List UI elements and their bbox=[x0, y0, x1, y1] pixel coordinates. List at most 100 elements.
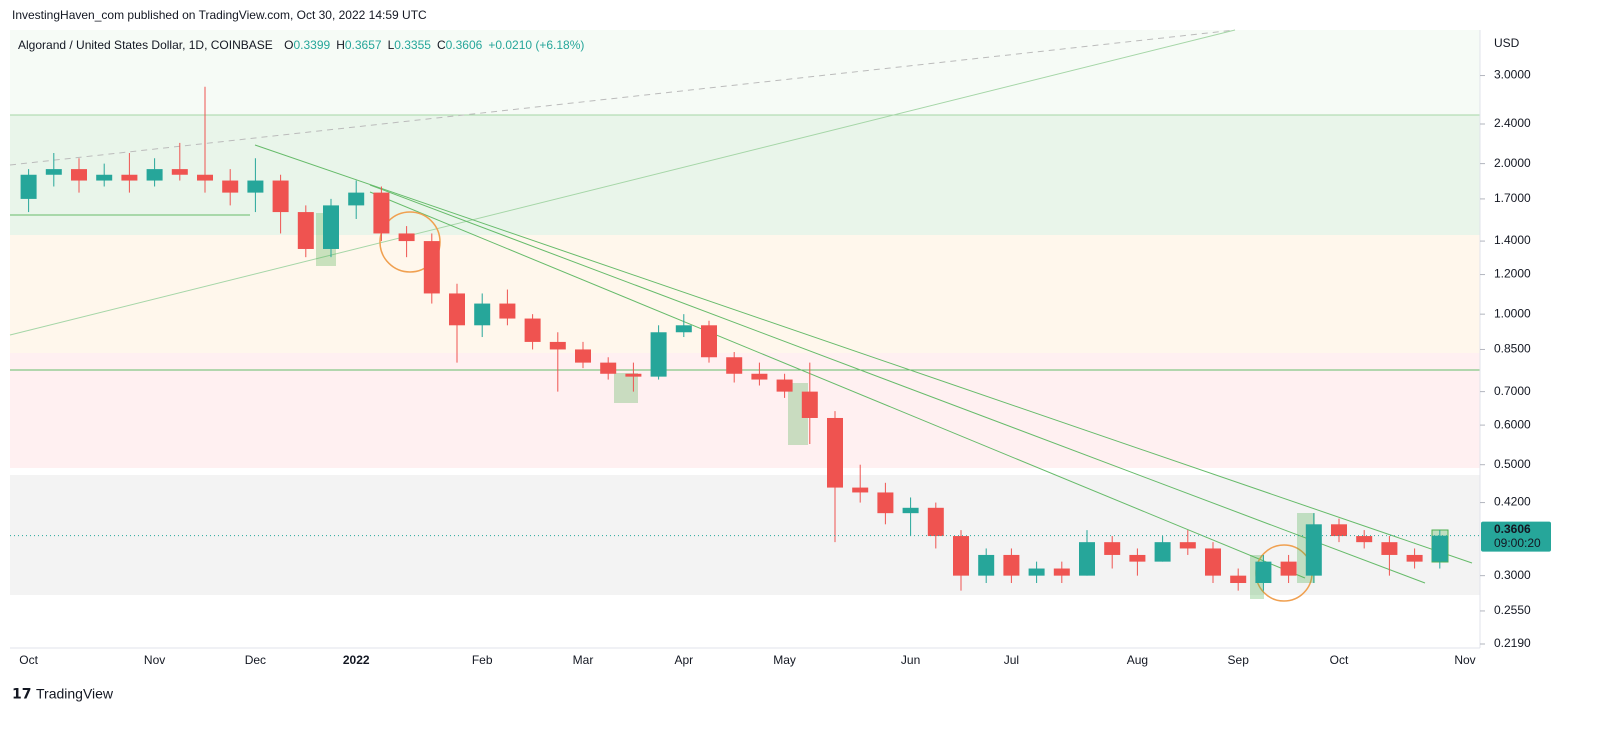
candle-body bbox=[171, 169, 188, 175]
candle-body bbox=[1356, 536, 1373, 543]
candle-body bbox=[549, 341, 566, 350]
candle-body bbox=[625, 373, 642, 377]
price-tag-countdown: 09:00:20 bbox=[1494, 536, 1541, 550]
candle-body bbox=[474, 303, 491, 326]
candle-body bbox=[801, 391, 818, 418]
legend-value: 0.3355 bbox=[394, 38, 431, 52]
price-tag-value: 0.3606 bbox=[1494, 522, 1531, 536]
x-tick-label: Mar bbox=[573, 653, 594, 667]
candle-body bbox=[877, 492, 894, 514]
candle-body bbox=[247, 180, 264, 193]
candle-body bbox=[827, 417, 843, 488]
candle-body bbox=[449, 293, 465, 326]
x-tick-label: Jun bbox=[901, 653, 920, 667]
candle-body bbox=[1305, 524, 1322, 576]
y-tick-label: 1.4000 bbox=[1494, 233, 1531, 247]
x-tick-label: Oct bbox=[1330, 653, 1349, 667]
candle-body bbox=[1179, 542, 1196, 549]
y-tick-label: 0.2550 bbox=[1494, 603, 1531, 617]
candle-body bbox=[71, 169, 87, 181]
x-tick-label: Dec bbox=[245, 653, 266, 667]
trend-line bbox=[369, 191, 1306, 579]
candle-body bbox=[524, 318, 541, 342]
y-tick-label: 2.4000 bbox=[1494, 116, 1531, 130]
y-tick-label: 2.0000 bbox=[1494, 156, 1531, 170]
candle-body bbox=[45, 169, 62, 175]
y-tick-label: 0.2190 bbox=[1494, 636, 1531, 650]
x-tick-label: Feb bbox=[472, 653, 493, 667]
candle-body bbox=[953, 536, 969, 576]
candle-body bbox=[751, 373, 768, 380]
candle-body bbox=[776, 379, 793, 392]
x-tick-label: Nov bbox=[1454, 653, 1475, 667]
legend-key: O bbox=[284, 38, 293, 52]
candle-body bbox=[978, 554, 995, 576]
x-tick-label: May bbox=[773, 653, 796, 667]
highlight-circle bbox=[379, 211, 441, 273]
x-tick-label: Apr bbox=[674, 653, 693, 667]
candle-body bbox=[499, 303, 516, 319]
candle-body bbox=[675, 325, 692, 333]
zone bbox=[10, 475, 1480, 595]
trend-line bbox=[9, 29, 1236, 336]
candle-body bbox=[1205, 548, 1221, 576]
y-tick-label: 0.7000 bbox=[1494, 384, 1531, 398]
price-tag bbox=[1481, 521, 1551, 552]
footer-text: TradingView bbox=[36, 686, 114, 702]
footer: 𝟭𝟳 TradingView bbox=[12, 686, 114, 702]
legend-key: H bbox=[336, 38, 345, 52]
legend-value: 0.3399 bbox=[293, 38, 330, 52]
y-axis-label: USD bbox=[1494, 36, 1520, 50]
candle-body bbox=[348, 192, 365, 206]
y-tick-label: 1.0000 bbox=[1494, 306, 1531, 320]
legend-value: 0.3657 bbox=[345, 38, 382, 52]
candle-body bbox=[272, 180, 289, 213]
x-tick-label: Aug bbox=[1127, 653, 1148, 667]
candle-body bbox=[297, 212, 314, 249]
candle-body bbox=[902, 507, 919, 514]
trend-line bbox=[369, 184, 1426, 584]
x-tick-label: 2022 bbox=[343, 653, 370, 667]
candle-body bbox=[1431, 535, 1448, 562]
trend-line bbox=[9, 29, 1236, 166]
candle-body bbox=[423, 241, 440, 294]
candle-body bbox=[398, 233, 415, 242]
candle-body bbox=[575, 349, 591, 363]
candle-body bbox=[373, 192, 390, 234]
zone bbox=[10, 353, 1480, 468]
zone bbox=[10, 235, 1480, 353]
candle-body bbox=[20, 174, 37, 199]
candle-body bbox=[927, 507, 944, 537]
candle-body bbox=[600, 362, 617, 374]
candle-body bbox=[701, 325, 717, 358]
chart-title: Algorand / United States Dollar, 1D, COI… bbox=[18, 38, 273, 52]
candle-body bbox=[197, 174, 213, 181]
candle-body bbox=[1154, 542, 1171, 562]
candle-body bbox=[1406, 554, 1423, 562]
candle-body bbox=[1381, 542, 1398, 555]
candle-body bbox=[1028, 568, 1045, 576]
y-tick-label: 3.0000 bbox=[1494, 68, 1531, 82]
y-tick-label: 1.2000 bbox=[1494, 267, 1531, 281]
candle-body bbox=[726, 357, 743, 374]
zone bbox=[10, 30, 1480, 115]
y-tick-label: 0.6000 bbox=[1494, 417, 1531, 431]
legend-key: C bbox=[437, 38, 446, 52]
candle-body bbox=[323, 205, 339, 249]
header: InvestingHaven_com published on TradingV… bbox=[12, 8, 427, 22]
legend-key: L bbox=[388, 38, 395, 52]
candle-body bbox=[121, 174, 138, 181]
x-tick-label: Jul bbox=[1004, 653, 1019, 667]
candle-body bbox=[1230, 575, 1247, 584]
x-tick-label: Nov bbox=[144, 653, 165, 667]
candle-body bbox=[650, 332, 667, 377]
y-tick-label: 1.7000 bbox=[1494, 191, 1531, 205]
candle-body bbox=[1280, 561, 1297, 576]
x-tick-label: Oct bbox=[19, 653, 38, 667]
candle-body bbox=[1331, 524, 1347, 537]
legend-change: +0.0210 (+6.18%) bbox=[488, 38, 584, 52]
candle-body bbox=[222, 180, 239, 193]
candle-body bbox=[1079, 542, 1095, 576]
candle-body bbox=[1104, 542, 1121, 555]
legend: Algorand / United States Dollar, 1D, COI… bbox=[18, 38, 584, 52]
